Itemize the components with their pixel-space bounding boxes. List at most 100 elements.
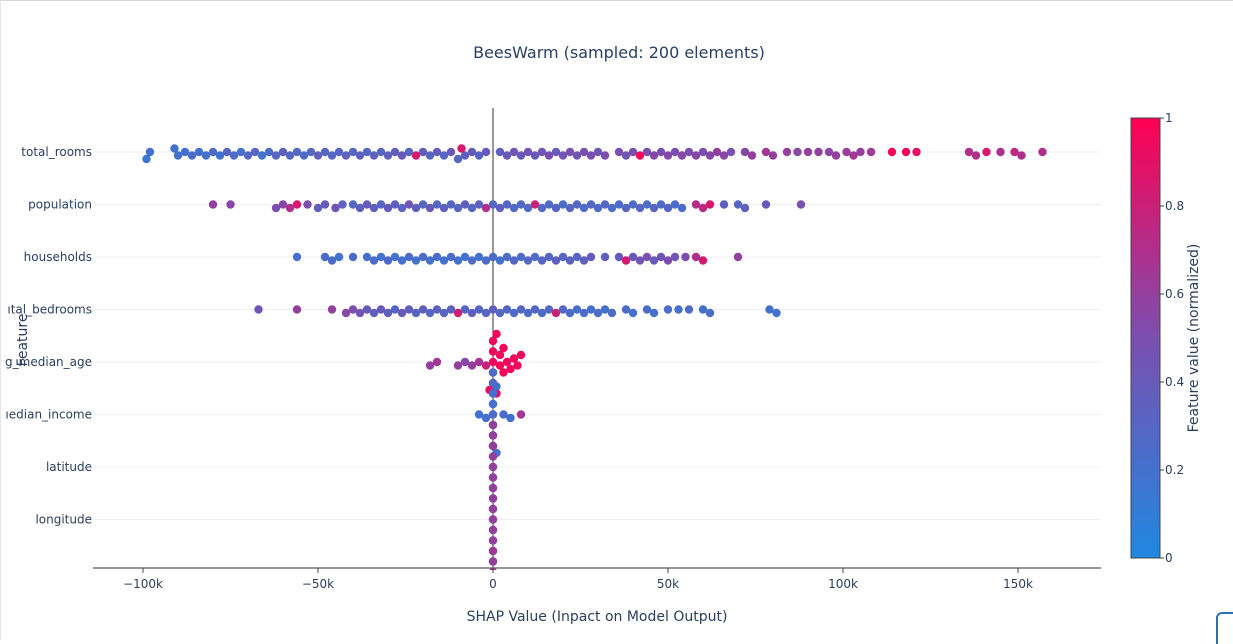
point-longitude bbox=[488, 452, 498, 461]
point-total_rooms bbox=[849, 151, 858, 160]
point-longitude bbox=[489, 599, 497, 607]
point-total_rooms bbox=[803, 147, 813, 157]
point-total_bedrooms bbox=[663, 305, 673, 314]
corner-widget[interactable] bbox=[1216, 612, 1233, 644]
point-total_rooms bbox=[572, 151, 582, 160]
point-total_rooms bbox=[327, 151, 337, 160]
point-population bbox=[635, 203, 645, 213]
point-total_rooms bbox=[170, 144, 179, 153]
point-total_bedrooms bbox=[593, 308, 603, 318]
data-points bbox=[142, 144, 1047, 607]
point-population bbox=[397, 203, 407, 213]
point-households bbox=[698, 256, 708, 265]
point-households bbox=[649, 256, 659, 265]
point-total_bedrooms bbox=[607, 308, 617, 318]
point-households bbox=[509, 256, 519, 265]
x-tick-label: 50k bbox=[657, 577, 679, 591]
point-households bbox=[642, 252, 652, 262]
point-total_rooms bbox=[565, 147, 575, 157]
point-population bbox=[376, 200, 386, 209]
point-households bbox=[614, 252, 624, 262]
point-total_rooms bbox=[996, 147, 1005, 157]
point-total_rooms bbox=[684, 147, 694, 157]
point-total_rooms bbox=[635, 151, 645, 160]
point-longitude bbox=[488, 536, 498, 545]
point-total_bedrooms bbox=[453, 308, 463, 318]
point-households bbox=[425, 256, 435, 265]
point-total_rooms bbox=[411, 151, 421, 160]
point-total_bedrooms bbox=[544, 305, 554, 314]
point-housing_median_age bbox=[488, 357, 498, 367]
point-total_rooms bbox=[418, 147, 428, 157]
point-total_rooms bbox=[257, 151, 267, 160]
point-total_rooms bbox=[334, 147, 344, 157]
point-total_rooms bbox=[912, 147, 921, 157]
point-population bbox=[418, 200, 428, 209]
point-total_bedrooms bbox=[481, 308, 491, 318]
y-tick-total_rooms: total_rooms bbox=[21, 145, 92, 159]
point-households bbox=[348, 252, 358, 262]
point-total_bedrooms bbox=[586, 305, 596, 314]
point-total_rooms bbox=[856, 147, 865, 157]
point-median_income bbox=[516, 410, 526, 419]
point-households bbox=[495, 256, 505, 265]
point-total_rooms bbox=[341, 151, 351, 160]
point-total_bedrooms bbox=[600, 305, 610, 314]
point-population bbox=[530, 200, 540, 209]
point-longitude bbox=[488, 494, 498, 503]
point-population bbox=[733, 200, 743, 209]
point-latitude bbox=[488, 410, 498, 419]
point-population bbox=[621, 203, 631, 213]
point-households bbox=[432, 252, 442, 262]
point-total_bedrooms bbox=[474, 305, 484, 314]
point-population bbox=[285, 203, 295, 213]
point-total_rooms bbox=[142, 154, 151, 164]
y-tick-households: households bbox=[24, 250, 92, 264]
point-housing_median_age bbox=[492, 329, 501, 339]
point-total_rooms bbox=[649, 151, 659, 160]
point-total_rooms bbox=[376, 147, 386, 157]
x-tick-labels: −100k −50k 0 50k 100k 150k bbox=[123, 568, 1033, 591]
point-housing_median_age bbox=[488, 347, 498, 356]
point-total_rooms bbox=[453, 154, 463, 164]
point-total_rooms bbox=[271, 151, 281, 160]
point-population bbox=[586, 200, 596, 209]
point-total_bedrooms bbox=[397, 308, 407, 318]
point-longitude bbox=[488, 515, 498, 524]
colorbar bbox=[1130, 117, 1161, 559]
point-households bbox=[446, 252, 456, 262]
point-total_bedrooms bbox=[341, 308, 351, 318]
x-tick-label: −50k bbox=[302, 577, 334, 591]
point-population bbox=[481, 203, 491, 213]
point-households bbox=[663, 256, 673, 265]
point-households bbox=[635, 256, 645, 265]
point-total_rooms bbox=[982, 147, 991, 157]
point-latitude bbox=[488, 368, 498, 377]
point-population bbox=[502, 200, 512, 209]
point-total_rooms bbox=[201, 151, 211, 160]
point-population bbox=[278, 200, 288, 209]
point-population bbox=[404, 200, 414, 209]
point-total_rooms bbox=[551, 147, 561, 157]
point-total_rooms bbox=[446, 147, 456, 157]
point-longitude bbox=[488, 546, 498, 556]
point-population bbox=[600, 200, 610, 209]
x-tick-label: 150k bbox=[1003, 577, 1033, 591]
point-housing_median_age bbox=[453, 361, 463, 370]
point-population bbox=[565, 203, 575, 213]
point-population bbox=[355, 203, 365, 213]
point-housing_median_age bbox=[502, 357, 512, 367]
point-population bbox=[663, 203, 673, 213]
point-total_rooms bbox=[194, 147, 204, 157]
point-total_rooms bbox=[782, 147, 792, 157]
point-households bbox=[621, 256, 631, 265]
point-total_rooms bbox=[698, 147, 708, 157]
x-tick-label: 100k bbox=[828, 577, 858, 591]
point-total_rooms bbox=[793, 147, 802, 157]
colorbar-tick-label: 0 bbox=[1165, 551, 1173, 565]
point-total_rooms bbox=[320, 147, 330, 157]
point-population bbox=[460, 200, 470, 209]
point-total_rooms bbox=[677, 151, 687, 160]
point-population bbox=[383, 203, 393, 213]
point-total_rooms bbox=[313, 151, 323, 160]
